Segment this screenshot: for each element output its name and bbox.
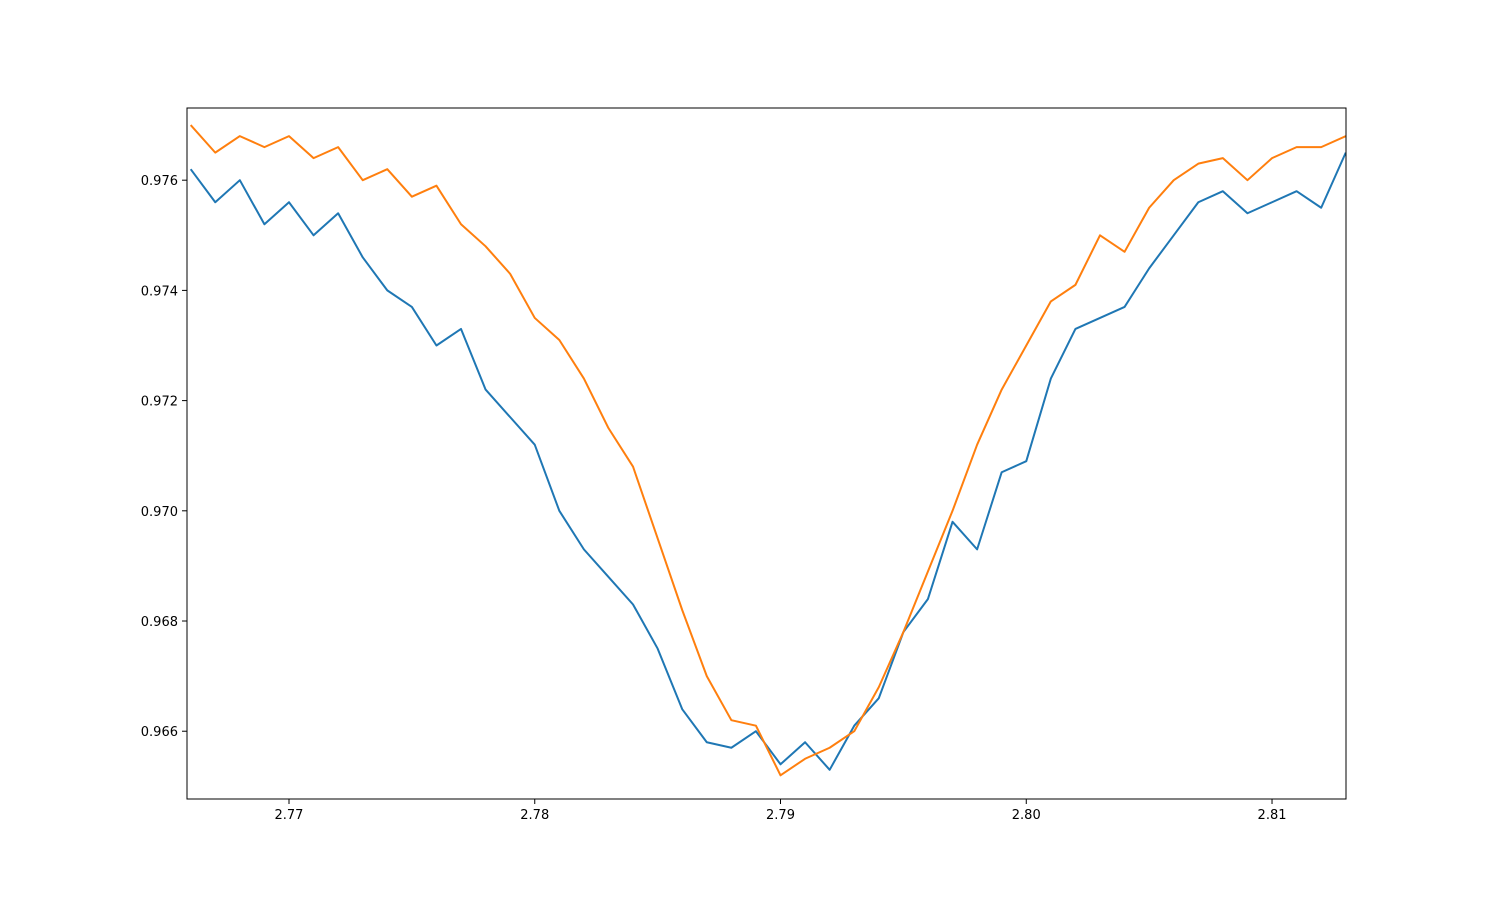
x-tick-label: 2.81: [1258, 808, 1287, 823]
data-line: [189, 152, 1346, 771]
y-tick-label: 0.966: [141, 725, 178, 740]
data-line: [189, 124, 1346, 777]
y-tick-label: 0.976: [141, 174, 178, 189]
plot-frame: [186, 107, 1347, 800]
x-tick-label: 2.79: [766, 808, 795, 823]
y-tick-label: 0.974: [141, 284, 178, 299]
y-tick-label: 0.968: [141, 615, 178, 630]
y-tick-label: 0.970: [141, 505, 178, 520]
x-tick-label: 2.78: [520, 808, 549, 823]
x-tick-label: 2.77: [275, 808, 304, 823]
y-tick-label: 0.972: [141, 395, 178, 410]
x-tick-label: 2.80: [1012, 808, 1041, 823]
